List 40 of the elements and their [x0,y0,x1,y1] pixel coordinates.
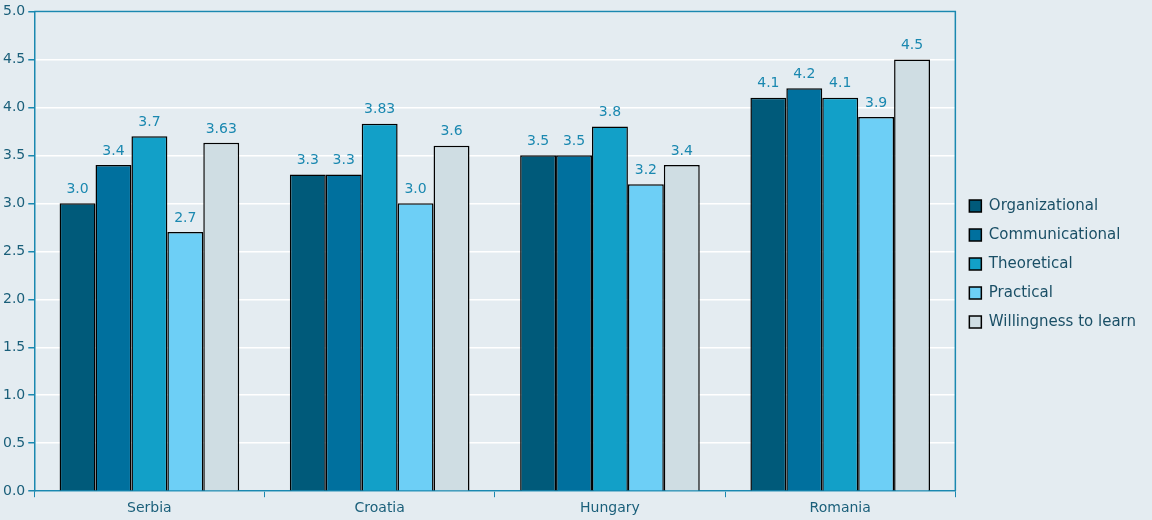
y-tick-label: 0.0 [3,481,26,498]
data-label: 3.2 [634,160,657,177]
data-label: 3.0 [66,179,89,196]
data-label: 3.63 [205,119,237,136]
data-label: 3.3 [332,151,355,168]
y-tick-label: 1.0 [3,385,26,402]
data-label: 3.5 [562,131,586,148]
y-tick-label: 1.5 [3,337,26,354]
data-label: 4.1 [829,74,852,91]
y-tick-label: 2.5 [3,241,26,258]
legend-label: Practical [988,282,1053,301]
data-label: 3.4 [102,141,125,158]
data-label: 4.5 [900,36,924,53]
y-tick-label: 0.5 [3,433,26,450]
x-tick-label: Croatia [354,499,405,516]
legend-label: Willingness to learn [988,311,1137,330]
y-tick-label: 3.0 [3,193,26,210]
data-label: 3.7 [138,112,161,129]
y-tick-label: 3.5 [3,145,26,162]
data-label: 3.9 [865,93,888,110]
y-tick-label: 4.5 [3,50,26,67]
data-label: 3.8 [598,103,622,120]
legend-label: Theoretical [987,253,1073,272]
data-label: 3.83 [364,100,396,117]
y-tick-label: 2.0 [3,289,26,306]
data-label: 4.1 [757,74,780,91]
legend-label: Communicational [988,224,1121,243]
x-tick-label: Hungary [580,499,640,516]
data-label: 3.3 [296,151,319,168]
data-label: 2.7 [174,208,197,225]
data-label: 3.4 [670,141,694,158]
legend-label: Organizational [988,195,1099,214]
data-label: 4.2 [793,64,816,81]
data-label: 3.0 [404,179,427,196]
x-tick-label: Romania [809,499,871,516]
x-tick-label: Serbia [127,499,172,516]
data-label: 3.5 [526,131,550,148]
y-tick-label: 4.0 [3,98,26,114]
data-label: 3.6 [440,122,463,139]
y-tick-label: 5.0 [3,2,26,19]
